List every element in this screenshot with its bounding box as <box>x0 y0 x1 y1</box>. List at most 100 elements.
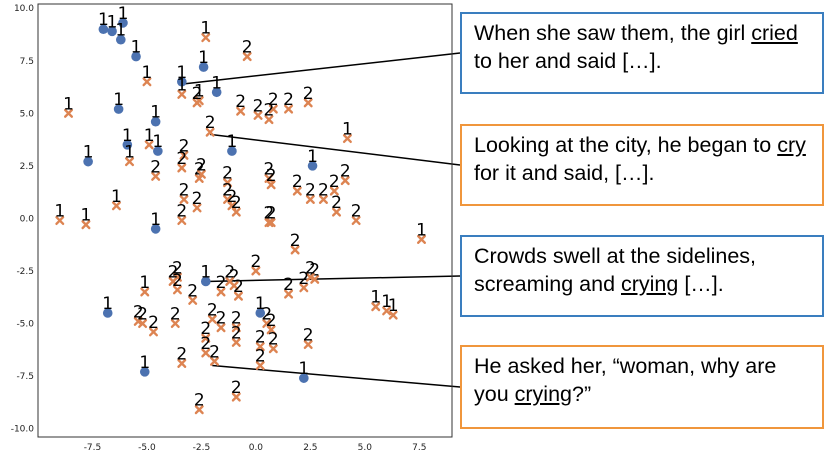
blue-point: 1 <box>298 359 309 383</box>
point-label: 2 <box>266 204 277 224</box>
orange-point: 2 <box>242 38 253 62</box>
point-label: 1 <box>298 359 309 379</box>
point-label: 1 <box>381 292 392 312</box>
leader-line <box>212 364 461 388</box>
orange-point: 1 <box>388 296 399 320</box>
y-tick-label: 7.5 <box>20 57 34 67</box>
orange-point: 2 <box>222 164 233 188</box>
point-label: 2 <box>268 90 279 110</box>
y-tick-label: 2.5 <box>20 162 34 172</box>
orange-point: 2 <box>340 162 351 186</box>
point-label: 2 <box>266 311 277 331</box>
point-label: 1 <box>176 75 187 95</box>
orange-point: 2 <box>200 319 211 343</box>
orange-point: 2 <box>172 271 183 295</box>
orange-point: 2 <box>264 159 274 183</box>
orange-point: 2 <box>305 258 316 282</box>
blue-point: 1 <box>113 90 124 114</box>
blue-point: 1 <box>150 103 161 127</box>
point-label: 1 <box>150 103 161 123</box>
blue-point: 1 <box>98 10 109 35</box>
point-label: 1 <box>111 187 122 207</box>
point-label: 2 <box>222 164 233 184</box>
point-label: 1 <box>198 48 209 68</box>
orange-point: 1 <box>142 63 152 87</box>
callout-text: for it and said, […]. <box>474 160 655 185</box>
blue-point: 1 <box>198 48 209 72</box>
point-label: 2 <box>318 180 329 200</box>
orange-point: 2 <box>290 231 301 255</box>
point-label: 2 <box>176 344 187 364</box>
point-label: 1 <box>200 262 211 282</box>
orange-point: 2 <box>351 202 362 225</box>
orange-point: 1 <box>124 143 135 167</box>
y-tick-label: -2.5 <box>16 267 34 277</box>
orange-point: 1 <box>54 202 65 225</box>
point-label: 2 <box>200 319 211 339</box>
orange-point: 2 <box>224 262 235 286</box>
callout-text: He asked her, “woman, why are you <box>474 354 777 406</box>
leader-lines <box>183 52 461 388</box>
point-label: 2 <box>340 162 351 182</box>
point-label: 1 <box>200 19 211 39</box>
callout-crying-woman: He asked her, “woman, why are you crying… <box>460 345 824 429</box>
point-label: 1 <box>63 94 74 114</box>
point-label: 2 <box>264 204 275 224</box>
orange-point: 2 <box>196 155 207 179</box>
point-label: 2 <box>292 172 303 192</box>
point-label: 1 <box>370 288 381 308</box>
point-label: 2 <box>200 334 211 354</box>
orange-point: 2 <box>298 269 309 293</box>
y-tick-label: -5.0 <box>16 319 34 329</box>
y-tick-label: -7.5 <box>16 372 34 382</box>
orange-point: 1 <box>381 292 392 316</box>
point-label: 2 <box>253 96 264 116</box>
blue-point: 1 <box>152 132 163 156</box>
point-label: 2 <box>233 277 244 297</box>
point-label: 2 <box>194 391 205 411</box>
point-label: 2 <box>222 180 233 200</box>
point-label: 1 <box>81 206 92 226</box>
callout-text: Crowds swell at the sidelines, screaming… <box>474 244 757 296</box>
point-label: 1 <box>416 220 427 240</box>
point-label: 1 <box>102 294 113 314</box>
y-tick-label: 5.0 <box>20 109 35 119</box>
leader-line <box>210 133 461 166</box>
point-label: 1 <box>113 90 124 110</box>
x-axis: -7.5 -5.0 -2.5 0.0 2.5 5.0 7.5 <box>84 443 427 453</box>
orange-point: 2 <box>227 187 237 211</box>
point-label: 2 <box>231 193 242 213</box>
orange-point: 2 <box>264 204 275 228</box>
point-label: 1 <box>342 120 353 140</box>
blue-point: 1 <box>255 294 266 318</box>
leader-line <box>205 275 461 283</box>
point-label: 2 <box>351 202 362 222</box>
point-label: 2 <box>216 309 227 329</box>
x-tick-label: 2.5 <box>303 443 317 453</box>
orange-point: 2 <box>179 136 189 160</box>
orange-point: 2 <box>235 92 246 116</box>
orange-point: 2 <box>250 252 261 276</box>
point-label: 2 <box>264 101 275 121</box>
point-label: 2 <box>231 378 242 398</box>
point-label: 1 <box>307 147 318 167</box>
point-label: 2 <box>261 304 272 324</box>
blue-point: 1 <box>211 73 222 98</box>
point-label: 2 <box>209 342 220 362</box>
point-label: 2 <box>305 258 316 278</box>
point-label: 2 <box>176 202 187 222</box>
blue-point: 1 <box>139 353 150 377</box>
point-label: 2 <box>283 275 294 295</box>
point-label: 1 <box>139 353 150 373</box>
orange-point: 2 <box>268 90 279 114</box>
orange-point: 1 <box>176 75 187 99</box>
orange-point: 2 <box>305 180 316 204</box>
x-tick-label: -2.5 <box>193 443 211 453</box>
point-label: 1 <box>227 132 238 152</box>
orange-point: 2 <box>309 260 320 284</box>
point-label: 2 <box>172 271 183 291</box>
orange-point: 2 <box>176 344 187 368</box>
point-label: 1 <box>131 38 142 58</box>
point-label: 2 <box>176 149 187 169</box>
